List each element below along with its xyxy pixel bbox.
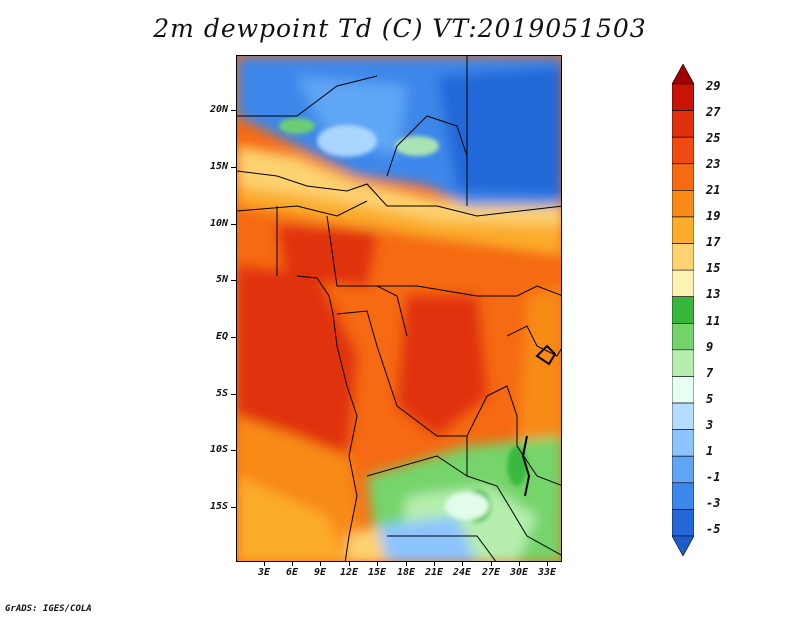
lat-label: 15S <box>209 501 228 512</box>
lon-tick <box>264 562 265 566</box>
lon-label: 18E <box>396 567 416 578</box>
colorbar-label: 1 <box>706 444 714 458</box>
colorbar-swatch <box>672 349 694 377</box>
lat-tick <box>231 337 236 338</box>
lon-tick <box>377 562 378 566</box>
colorbar-label: 25 <box>706 131 721 145</box>
lon-tick <box>462 562 463 566</box>
colorbar-swatch <box>672 83 694 111</box>
lat-tick <box>231 110 236 111</box>
colorbar-label: 23 <box>706 157 721 171</box>
lat-label: 5S <box>215 388 228 399</box>
colorbar-label: 17 <box>706 235 721 249</box>
colorbar-swatch <box>672 163 694 191</box>
colorbar-swatch <box>672 376 694 404</box>
colorbar-swatch <box>672 269 694 298</box>
colorbar-swatch <box>672 322 694 351</box>
lon-tick <box>349 562 350 566</box>
colorbar-label: 11 <box>706 314 721 328</box>
lon-tick <box>547 562 548 566</box>
lon-label: 21E <box>424 567 444 578</box>
colorbar <box>672 64 694 556</box>
colorbar-swatch <box>672 64 694 85</box>
map-panel <box>236 55 562 562</box>
lat-label: 10N <box>209 218 228 229</box>
lon-label: 3E <box>257 567 271 578</box>
colorbar-swatch <box>672 455 694 484</box>
lon-tick <box>519 562 520 566</box>
lon-tick <box>491 562 492 566</box>
colorbar-swatch <box>672 482 694 510</box>
footer-credit: GrADS: IGES/COLA <box>5 604 92 614</box>
lon-label: 6E <box>285 567 299 578</box>
colorbar-label: 13 <box>706 287 721 301</box>
lat-label: 15N <box>209 161 228 172</box>
lat-label: 10S <box>209 444 228 455</box>
colorbar-swatch <box>672 216 694 244</box>
colorbar-swatch <box>672 190 694 218</box>
colorbar-swatch <box>672 296 694 324</box>
lat-tick <box>231 280 236 281</box>
lat-label: EQ <box>215 331 228 342</box>
colorbar-swatch <box>672 136 694 165</box>
lon-tick <box>434 562 435 566</box>
colorbar-label: 29 <box>706 79 721 93</box>
lon-label: 12E <box>339 567 359 578</box>
colorbar-label: -3 <box>706 496 721 510</box>
lat-tick <box>231 450 236 451</box>
colorbar-label: 7 <box>706 366 714 380</box>
lat-label: 5N <box>215 274 228 285</box>
colorbar-swatch <box>672 535 694 556</box>
lon-label: 30E <box>509 567 529 578</box>
lat-tick <box>231 507 236 508</box>
colorbar-swatch <box>672 243 694 271</box>
lat-tick <box>231 167 236 168</box>
lon-label: 15E <box>367 567 387 578</box>
lon-label: 33E <box>537 567 557 578</box>
lat-tick <box>231 394 236 395</box>
colorbar-label: -1 <box>706 470 721 484</box>
colorbar-label: 9 <box>706 340 714 354</box>
colorbar-label: 3 <box>706 418 714 432</box>
lon-label: 24E <box>452 567 472 578</box>
lat-label: 20N <box>209 104 228 115</box>
colorbar-swatch <box>672 509 694 537</box>
colorbar-swatch <box>672 429 694 457</box>
colorbar-label: 21 <box>706 183 721 197</box>
lon-tick <box>406 562 407 566</box>
lon-tick <box>292 562 293 566</box>
colorbar-label: 19 <box>706 209 721 223</box>
colorbar-swatch <box>672 110 694 138</box>
dewpoint-field <box>237 56 561 561</box>
colorbar-label: 5 <box>706 392 714 406</box>
colorbar-swatch <box>672 402 694 430</box>
lon-label: 27E <box>481 567 501 578</box>
colorbar-label: 15 <box>706 261 721 275</box>
lat-tick <box>231 224 236 225</box>
colorbar-label: 27 <box>706 105 721 119</box>
lon-label: 9E <box>313 567 327 578</box>
colorbar-label: -5 <box>706 522 721 536</box>
chart-title: 2m dewpoint Td (C) VT:2019051503 <box>153 14 647 43</box>
lon-tick <box>320 562 321 566</box>
